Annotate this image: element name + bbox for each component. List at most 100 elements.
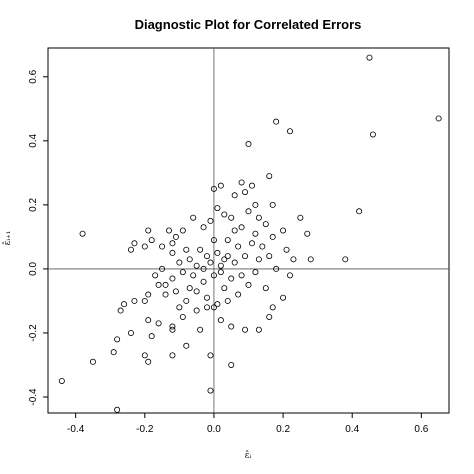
scatter-point	[280, 294, 287, 301]
scatter-point	[193, 307, 200, 314]
scatter-point	[238, 224, 245, 231]
scatter-point	[200, 265, 207, 272]
scatter-point	[266, 253, 273, 260]
scatter-point	[127, 246, 134, 253]
scatter-point	[262, 285, 269, 292]
scatter-point	[162, 281, 169, 288]
scatter-point	[286, 272, 293, 279]
scatter-point	[190, 214, 197, 221]
scatter-point	[159, 265, 166, 272]
scatter-point	[159, 243, 166, 250]
scatter-point	[266, 173, 273, 180]
scatter-point	[369, 131, 376, 138]
scatter-point	[245, 208, 252, 215]
scatter-point	[127, 329, 134, 336]
scatter-point	[152, 272, 159, 279]
scatter-point	[255, 326, 262, 333]
scatter-point	[148, 237, 155, 244]
scatter-point	[235, 291, 242, 298]
scatter-point	[131, 297, 138, 304]
scatter-point	[89, 358, 96, 365]
scatter-point	[259, 243, 266, 250]
scatter-point	[224, 297, 231, 304]
scatter-point	[214, 205, 221, 212]
scatter-point	[193, 288, 200, 295]
scatter-point	[176, 304, 183, 311]
scatter-point	[262, 221, 269, 228]
scatter-point	[255, 256, 262, 263]
x-tick-label: 0.2	[276, 424, 290, 435]
scatter-point	[117, 307, 124, 314]
scatter-point	[110, 349, 117, 356]
scatter-point	[238, 179, 245, 186]
scatter-point	[214, 301, 221, 308]
scatter-point	[121, 301, 128, 308]
scatter-point	[214, 249, 221, 256]
scatter-point	[297, 214, 304, 221]
scatter-point	[210, 237, 217, 244]
scatter-point	[169, 240, 176, 247]
scatter-point	[210, 304, 217, 311]
scatter-point	[280, 227, 287, 234]
scatter-point	[141, 352, 148, 359]
scatter-point	[179, 313, 186, 320]
scatter-point	[162, 291, 169, 298]
scatter-point	[304, 230, 311, 237]
scatter-point	[435, 115, 442, 122]
scatter-point	[210, 185, 217, 192]
scatter-point	[207, 217, 214, 224]
scatter-point	[172, 288, 179, 295]
scatter-point	[242, 326, 249, 333]
scatter-point	[269, 304, 276, 311]
scatter-point	[141, 243, 148, 250]
scatter-point	[79, 230, 86, 237]
scatter-point	[58, 377, 65, 384]
scatter-point	[207, 387, 214, 394]
scatter-point	[183, 246, 190, 253]
scatter-point	[179, 269, 186, 276]
scatter-point	[204, 253, 211, 260]
scatter-point	[231, 259, 238, 266]
scatter-point	[141, 297, 148, 304]
scatter-point	[197, 246, 204, 253]
scatter-point	[290, 256, 297, 263]
scatter-point	[114, 336, 121, 343]
scatter-point	[169, 352, 176, 359]
scatter-point	[131, 240, 138, 247]
chart-title: Diagnostic Plot for Correlated Errors	[135, 17, 362, 32]
scatter-point	[200, 278, 207, 285]
scatter-point	[193, 262, 200, 269]
scatter-point	[307, 256, 314, 263]
scatter-point	[183, 342, 190, 349]
x-tick-label: 0.6	[414, 424, 428, 435]
scatter-point	[342, 256, 349, 263]
scatter-point	[204, 304, 211, 311]
scatter-point	[204, 294, 211, 301]
scatter-point	[231, 192, 238, 199]
scatter-point	[235, 243, 242, 250]
scatter-point	[286, 128, 293, 135]
scatter-point	[169, 326, 176, 333]
scatter-point	[231, 227, 238, 234]
y-tick-label: -0.4	[28, 388, 39, 406]
scatter-point	[269, 233, 276, 240]
x-tick-label: 0.4	[345, 424, 359, 435]
x-axis-label: ε̂ᵢ	[245, 450, 252, 461]
scatter-point	[145, 227, 152, 234]
scatter-point	[183, 297, 190, 304]
scatter-point	[190, 272, 197, 279]
scatter-point	[155, 281, 162, 288]
scatter-point	[238, 272, 245, 279]
scatter-point	[273, 265, 280, 272]
scatter-point	[224, 237, 231, 244]
scatter-point	[273, 118, 280, 125]
scatter-point	[169, 249, 176, 256]
y-tick-label: 0.4	[28, 133, 39, 147]
x-tick-label: 0.0	[207, 424, 221, 435]
scatter-point	[217, 269, 224, 276]
scatter-point	[255, 214, 262, 221]
x-tick-label: -0.4	[67, 424, 85, 435]
scatter-point	[269, 201, 276, 208]
scatter-point	[176, 259, 183, 266]
